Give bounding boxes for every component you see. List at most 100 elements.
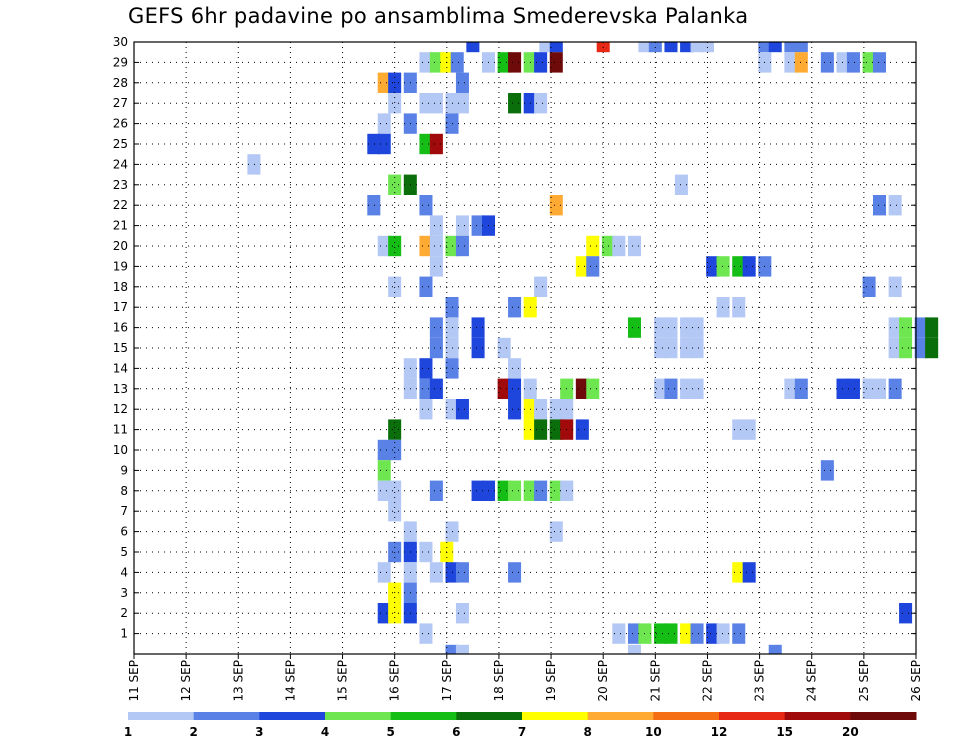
cell-member-18-85 [862, 276, 876, 297]
cell-member-2-189 [377, 603, 391, 624]
cell-member-0-206 [455, 644, 469, 654]
x-tick-label: 15 SEP [336, 660, 350, 702]
cell-member-29-28 [836, 52, 850, 73]
x-tick-label: 17 SEP [440, 660, 454, 702]
cell-member-30-0 [466, 42, 480, 53]
cell-member-22-56 [419, 195, 433, 216]
cell-member-19-78 [716, 256, 730, 277]
cell-member-29-31 [872, 52, 887, 73]
y-axis: 1234567891011121314151617181920212223242… [113, 35, 916, 641]
cell-member-16-100 [888, 317, 902, 338]
cell-member-15-111 [690, 337, 704, 359]
cell-member-29-25 [784, 52, 798, 73]
cell-member-5-177 [419, 541, 433, 563]
legend-label: 5 [386, 725, 394, 739]
legend-label: 7 [518, 725, 526, 739]
cell-member-29-22 [534, 52, 548, 73]
x-tick-label: 18 SEP [492, 660, 506, 702]
cell-member-8-169 [549, 480, 563, 501]
y-tick-label: 11 [113, 423, 128, 437]
cell-member-13-136 [846, 378, 860, 399]
cell-member-4-181 [429, 562, 443, 583]
cell-member-27-36 [388, 93, 402, 114]
cell-member-13-135 [836, 378, 850, 399]
x-tick-label: 20 SEP [596, 660, 610, 702]
cell-member-19-80 [742, 256, 756, 277]
x-tick-label: 26 SEP [909, 660, 923, 702]
cell-member-18-83 [419, 276, 433, 297]
cell-member-23-52 [388, 174, 402, 195]
cell-member-6-174 [549, 521, 563, 542]
cell-member-18-82 [388, 276, 402, 297]
cell-member-27-38 [429, 93, 443, 114]
legend-swatch-6 [456, 712, 523, 720]
cell-member-11-154 [732, 419, 746, 440]
cell-member-16-101 [899, 317, 913, 338]
cell-member-1-198 [654, 623, 668, 644]
cell-member-4-184 [508, 562, 522, 583]
cell-member-2-193 [899, 603, 913, 624]
cell-member-25-50 [429, 133, 443, 155]
cell-member-11-151 [549, 419, 563, 440]
cell-member-28-32 [377, 72, 391, 93]
cell-member-1-204 [732, 623, 746, 644]
cell-member-15-115 [925, 337, 939, 359]
cell-member-1-196 [627, 623, 641, 644]
x-tick-label: 23 SEP [753, 660, 767, 702]
cell-member-17-90 [716, 297, 730, 318]
cell-member-20-70 [586, 235, 600, 257]
cell-member-11-148 [388, 419, 402, 440]
y-tick-label: 18 [113, 280, 128, 294]
cell-member-13-132 [690, 378, 704, 399]
y-tick-label: 3 [120, 586, 128, 600]
legend-swatch-12 [719, 712, 786, 720]
cell-member-29-15 [429, 52, 443, 73]
cell-member-8-160 [377, 480, 391, 501]
y-tick-label: 22 [113, 198, 128, 212]
cell-member-12-145 [534, 399, 548, 420]
cell-member-22-59 [888, 195, 902, 216]
cell-member-16-95 [627, 317, 641, 338]
cell-member-16-103 [925, 317, 939, 338]
y-tick-label: 10 [113, 443, 128, 457]
cell-member-20-64 [377, 235, 391, 257]
cell-member-12-140 [419, 399, 433, 420]
cell-member-15-113 [899, 337, 913, 359]
cell-member-22-57 [549, 195, 563, 216]
y-tick-label: 30 [113, 35, 128, 49]
cell-member-30-8 [690, 42, 704, 53]
x-tick-label: 19 SEP [544, 660, 558, 702]
cell-member-16-97 [664, 317, 678, 338]
cell-member-29-14 [419, 52, 433, 73]
cell-member-13-139 [888, 378, 902, 399]
cell-member-15-106 [471, 337, 485, 359]
cell-member-15-104 [429, 337, 443, 359]
cell-member-11-155 [742, 419, 756, 440]
cell-member-18-86 [888, 276, 902, 297]
cell-member-8-163 [471, 480, 485, 501]
cell-member-13-127 [575, 378, 589, 399]
cell-member-12-142 [455, 399, 469, 420]
cell-member-16-94 [471, 317, 485, 338]
y-tick-label: 9 [120, 463, 128, 477]
cell-member-8-162 [429, 480, 443, 501]
cell-member-4-186 [742, 562, 756, 583]
cell-member-30-13 [794, 42, 808, 53]
cell-member-23-54 [674, 174, 688, 195]
cell-member-25-49 [419, 133, 433, 155]
cell-member-15-107 [497, 337, 511, 359]
cell-member-14-117 [419, 358, 433, 379]
cell-member-2-190 [388, 603, 402, 624]
cell-member-19-74 [429, 256, 443, 277]
legend-swatch-3 [259, 712, 326, 720]
cell-member-13-130 [664, 378, 678, 399]
cell-member-27-40 [455, 93, 469, 114]
cell-member-19-79 [732, 256, 746, 277]
cell-member-29-26 [794, 52, 808, 73]
cell-member-28-35 [455, 72, 469, 93]
cell-member-15-112 [888, 337, 902, 359]
cell-member-30-11 [768, 42, 782, 53]
x-tick-label: 24 SEP [805, 660, 819, 702]
cell-member-30-1 [539, 42, 553, 53]
